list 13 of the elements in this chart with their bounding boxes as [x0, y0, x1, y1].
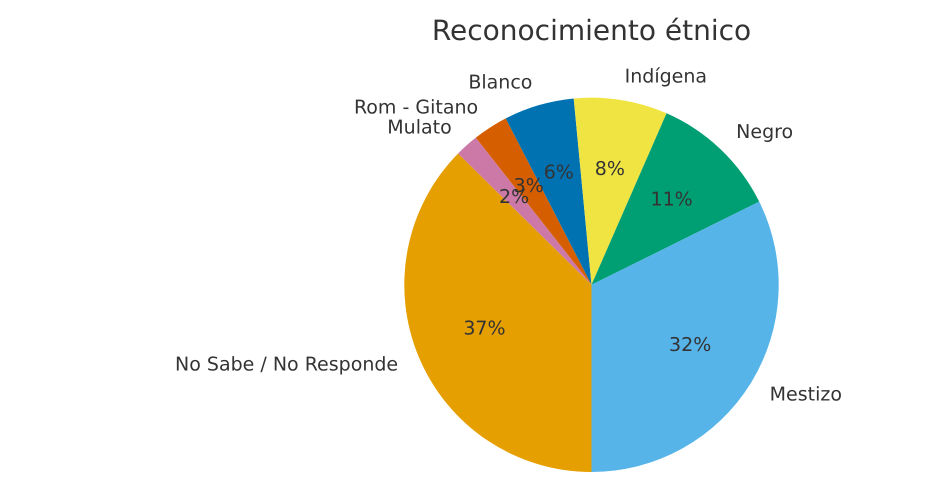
- data-label: 11%: [650, 188, 693, 211]
- data-label: 8%: [594, 158, 625, 180]
- slice-label: Mulato: [387, 116, 452, 138]
- slice-label: Mestizo: [770, 383, 842, 406]
- data-label: 6%: [544, 161, 574, 184]
- slice-label: Indígena: [624, 66, 708, 88]
- data-label: 37%: [463, 318, 506, 340]
- data-label: 32%: [669, 334, 712, 356]
- slice-label: Blanco: [468, 72, 532, 94]
- slice-label: Negro: [736, 120, 794, 143]
- slice-label: No Sabe / No Responde: [175, 354, 398, 376]
- chart-title: Reconocimiento étnico: [432, 14, 752, 48]
- slice-label: Rom - Gitano: [354, 96, 478, 118]
